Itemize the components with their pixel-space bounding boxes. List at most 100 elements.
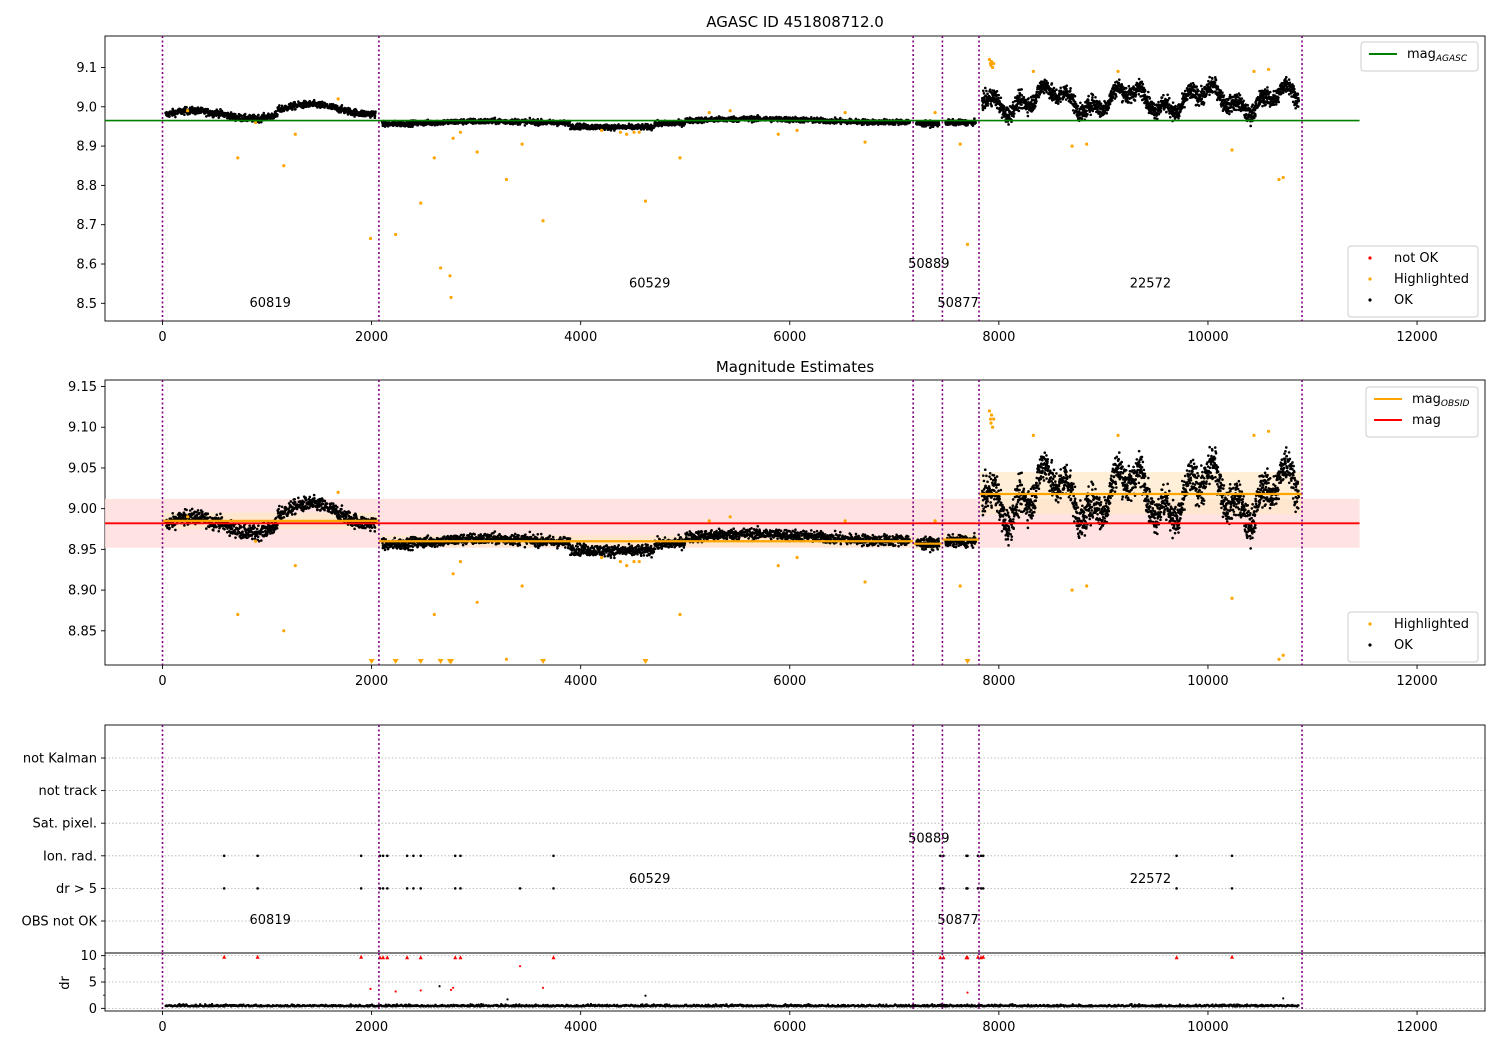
ok-point	[971, 124, 975, 127]
y-tick-label: 8.6	[76, 258, 97, 273]
ok-point	[1208, 75, 1211, 79]
ok-point	[174, 115, 177, 119]
ok-point	[280, 104, 284, 108]
ok-point	[983, 86, 987, 90]
ok-point	[1121, 99, 1125, 103]
ok-point	[1234, 108, 1238, 112]
ok-point	[1059, 97, 1062, 100]
ok-point	[1178, 114, 1181, 118]
ok-point	[1230, 110, 1234, 113]
ok-point	[205, 115, 208, 118]
x-tick-label: 2000	[355, 330, 388, 345]
ok-point	[523, 124, 527, 127]
ok-point	[1242, 99, 1245, 103]
ok-point	[1042, 91, 1046, 95]
ok-point	[1027, 97, 1030, 100]
ok-point	[1015, 104, 1019, 108]
x-tick-label: 10000	[1187, 330, 1228, 345]
ok-point	[1110, 99, 1114, 102]
ok-point	[1202, 90, 1206, 94]
ok-point	[937, 123, 941, 127]
ok-point	[1129, 101, 1133, 105]
ok-point	[260, 120, 263, 124]
ok-point	[183, 113, 186, 117]
ok-point	[1137, 77, 1141, 81]
x-tick-label: 8000	[982, 330, 1015, 345]
ok-point	[1210, 77, 1214, 80]
ok-point	[190, 105, 194, 109]
ok-point	[340, 103, 344, 107]
ok-point	[997, 96, 1000, 100]
x-tick-label: 0	[158, 330, 166, 345]
panel-1: 0 2000 4000 6000 8000 10000 120008.58.68.78.88…	[76, 35, 1486, 345]
ok-point	[1228, 112, 1231, 116]
ok-point	[1115, 95, 1118, 98]
ok-point	[1127, 101, 1131, 104]
ok-point	[1197, 89, 1200, 93]
ok-point	[839, 116, 842, 120]
ok-point	[1228, 93, 1232, 97]
ok-point	[1056, 102, 1060, 105]
ok-point	[1159, 109, 1163, 113]
ok-point	[1022, 95, 1026, 99]
ok-point	[215, 114, 218, 117]
ok-point	[973, 117, 976, 120]
ok-point	[1171, 101, 1175, 104]
ok-point	[1065, 84, 1069, 87]
ok-point	[1238, 93, 1242, 97]
ok-point	[1026, 111, 1029, 114]
ok-point	[995, 89, 999, 93]
ok-point	[1213, 81, 1217, 84]
ok-point	[609, 129, 613, 132]
ok-point	[294, 107, 297, 111]
ok-point	[1052, 86, 1056, 90]
ok-point	[1033, 104, 1037, 108]
ok-point	[289, 101, 293, 105]
ok-point	[1208, 93, 1211, 97]
ok-point	[1244, 113, 1248, 116]
ok-point	[1069, 87, 1072, 90]
ok-point	[1105, 111, 1109, 115]
ok-point	[1108, 102, 1112, 106]
ok-point	[1096, 108, 1099, 111]
y-tick-label: 8.8	[76, 179, 97, 194]
ok-point	[1221, 91, 1224, 95]
ok-point	[262, 111, 266, 115]
ok-point	[1055, 88, 1058, 92]
ok-point	[1157, 100, 1160, 104]
ok-point	[1124, 86, 1128, 90]
ok-point	[1080, 117, 1084, 120]
ok-point	[1160, 96, 1164, 99]
ok-point	[1147, 90, 1150, 94]
ok-point	[1157, 112, 1161, 116]
ok-point	[253, 114, 257, 118]
ok-point	[974, 121, 977, 125]
ok-point	[1200, 84, 1203, 88]
ok-point	[1094, 95, 1097, 99]
ok-point	[1035, 100, 1038, 103]
ok-point	[1076, 104, 1080, 108]
ok-point	[240, 114, 243, 118]
ok-point	[1140, 80, 1144, 84]
ok-point	[1254, 114, 1257, 118]
ok-point	[893, 123, 897, 126]
ok-point	[1246, 103, 1250, 107]
ok-point	[1075, 107, 1079, 111]
ok-point	[219, 107, 222, 111]
ok-point	[226, 111, 230, 115]
ok-point	[1249, 107, 1252, 111]
ok-point	[1127, 84, 1131, 88]
ok-point	[1050, 82, 1054, 85]
ok-point	[997, 93, 1001, 97]
ok-point	[1098, 100, 1101, 103]
ok-point	[1086, 98, 1090, 102]
ok-point	[274, 110, 278, 113]
ok-point	[1087, 94, 1090, 98]
ok-point	[986, 104, 990, 107]
y-tick-label: 8.5	[76, 297, 97, 312]
ok-point	[1166, 93, 1169, 97]
ok-point	[1107, 106, 1111, 110]
ok-point	[243, 112, 247, 116]
